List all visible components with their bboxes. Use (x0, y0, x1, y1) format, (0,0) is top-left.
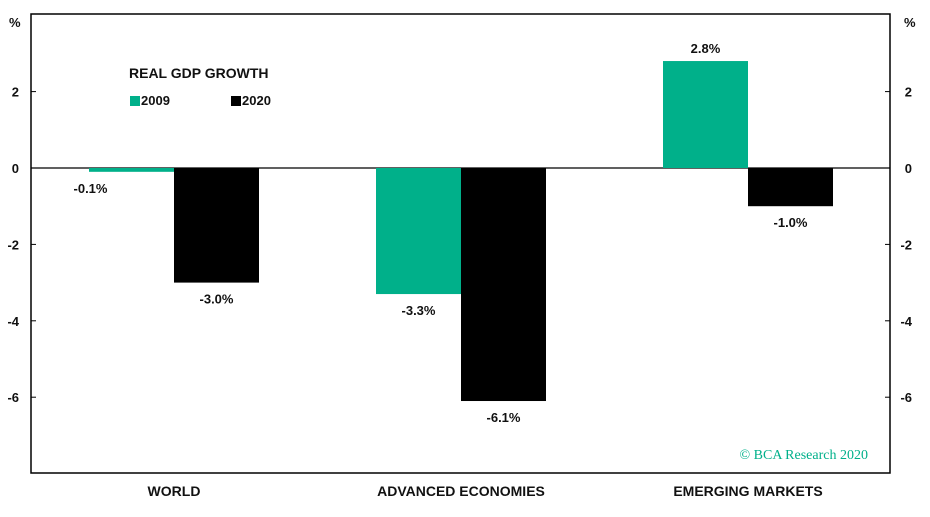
y-tick-label-left: -4 (7, 314, 19, 329)
data-label-2009-2: -3.3% (402, 303, 436, 318)
bars (89, 61, 833, 402)
data-label-2020-1: -3.0% (200, 292, 234, 307)
legend-label-2009: 2009 (141, 93, 170, 108)
data-label-2020-3: -1.0% (774, 215, 808, 230)
bar-2009-advanced-economies (376, 168, 461, 295)
data-label-2009-3: 2.8% (691, 41, 721, 56)
bar-2020-advanced-economies (461, 168, 546, 402)
y-tick-label-right: 0 (905, 161, 912, 176)
bar-2020-world (174, 168, 259, 283)
category-label: EMERGING MARKETS (673, 483, 822, 499)
y-tick-label-left: 0 (12, 161, 19, 176)
y-tick-label-right: -2 (900, 237, 912, 252)
plot-frame (30, 13, 891, 474)
y-tick-label-left: 2 (12, 85, 19, 100)
bar-2009-world (89, 168, 174, 172)
y-tick-label-right: -4 (900, 314, 912, 329)
y-tick-label-left: -2 (7, 237, 19, 252)
category-label: WORLD (148, 483, 201, 499)
legend-swatch-2020 (231, 96, 241, 106)
unit-label-right: % (904, 15, 916, 30)
unit-label-left: % (9, 15, 21, 30)
y-tick-label-right: -6 (900, 390, 912, 405)
data-label-2020-2: -6.1% (487, 410, 521, 425)
y-tick-label-right: 2 (905, 85, 912, 100)
data-label-2009-1: -0.1% (74, 181, 108, 196)
category-label: ADVANCED ECONOMIES (377, 483, 545, 499)
legend-title: REAL GDP GROWTH (129, 65, 269, 81)
legend-swatch-2009 (130, 96, 140, 106)
bar-2009-emerging-markets (663, 61, 748, 168)
legend-label-2020: 2020 (242, 93, 271, 108)
axis-ticks: 2 2 0 0 -2 -2 -4 -4 -6 -6 (7, 85, 912, 406)
y-tick-label-left: -6 (7, 390, 19, 405)
credit-text: © BCA Research 2020 (740, 448, 868, 463)
data-labels: -0.1% -3.3% 2.8% -3.0% -6.1% -1.0% (74, 41, 808, 425)
legend: REAL GDP GROWTH 2009 2020 (129, 65, 271, 108)
bar-2020-emerging-markets (748, 168, 833, 207)
category-labels: WORLD ADVANCED ECONOMIES EMERGING MARKETS (148, 483, 823, 499)
